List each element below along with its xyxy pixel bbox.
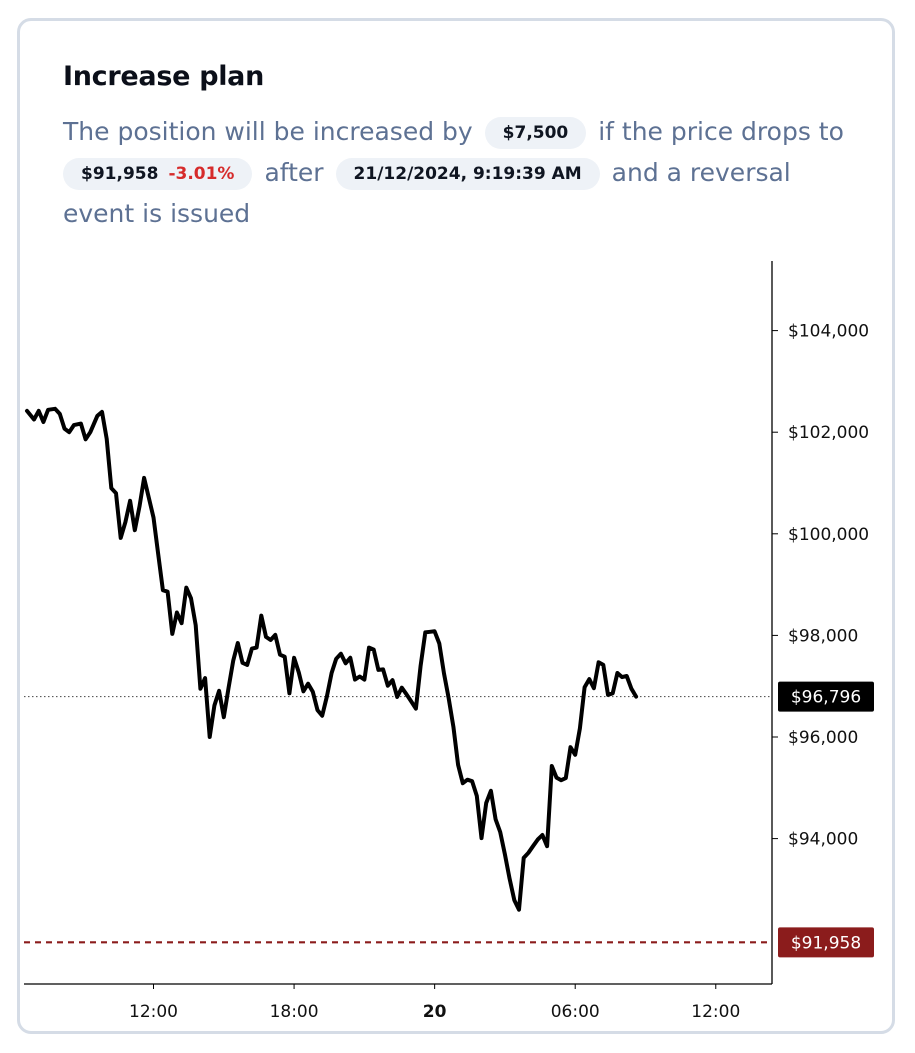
trigger-price-pill: $91,958 -3.01% [63,158,253,190]
x-tick-label: 06:00 [551,1002,600,1022]
current-price-tag-label: $96,796 [791,688,861,708]
y-tick-label: $98,000 [788,626,858,646]
amount-pill: $7,500 [484,117,587,149]
x-tick-label: 12:00 [691,1002,740,1022]
card-title: Increase plan [63,61,265,92]
y-tick-label: $94,000 [788,830,858,850]
trigger-price-tag-bg [778,927,874,958]
trigger-price-tag-label: $91,958 [791,933,861,953]
y-tick-label: $96,000 [788,728,858,748]
increase-plan-card: Increase plan The position will be incre… [17,18,895,1034]
x-tick-label: 12:00 [129,1002,178,1022]
x-tick-label: 18:00 [270,1002,319,1022]
trigger-price-value: $91,958 [81,164,159,184]
desc-text-4: and a reversal event is issued [63,158,791,228]
desc-text-2: if the price drops to [598,117,844,146]
after-datetime-pill: 21/12/2024, 9:19:39 AM [335,158,600,190]
desc-text-3: after [264,158,324,187]
y-tick-label: $100,000 [788,525,869,545]
x-tick-label: 20 [423,1002,447,1022]
plan-description: The position will be increased by $7,500… [63,111,863,234]
price-tags: $96,796 $91,958 [778,681,874,958]
price-series [25,406,639,912]
trigger-change-value: -3.01% [168,164,235,184]
after-datetime-value: 21/12/2024, 9:19:39 AM [353,164,582,184]
current-price-tag-bg [778,681,874,712]
price-series-line [25,406,639,912]
price-chart: $104,000$102,000$100,000$98,000$96,000$9… [24,261,874,1022]
amount-value: $7,500 [502,123,569,143]
y-axis-ticks: $104,000 $102,000 $100,000 $98,000 $96,000 $9… [772,322,869,850]
x-axis-ticks: 12:00 18:00 20 06:00 12:00 [129,984,740,1022]
y-tick-label: $102,000 [788,423,869,443]
desc-text-1: The position will be increased by [63,117,473,146]
y-tick-label: $104,000 [788,322,869,342]
